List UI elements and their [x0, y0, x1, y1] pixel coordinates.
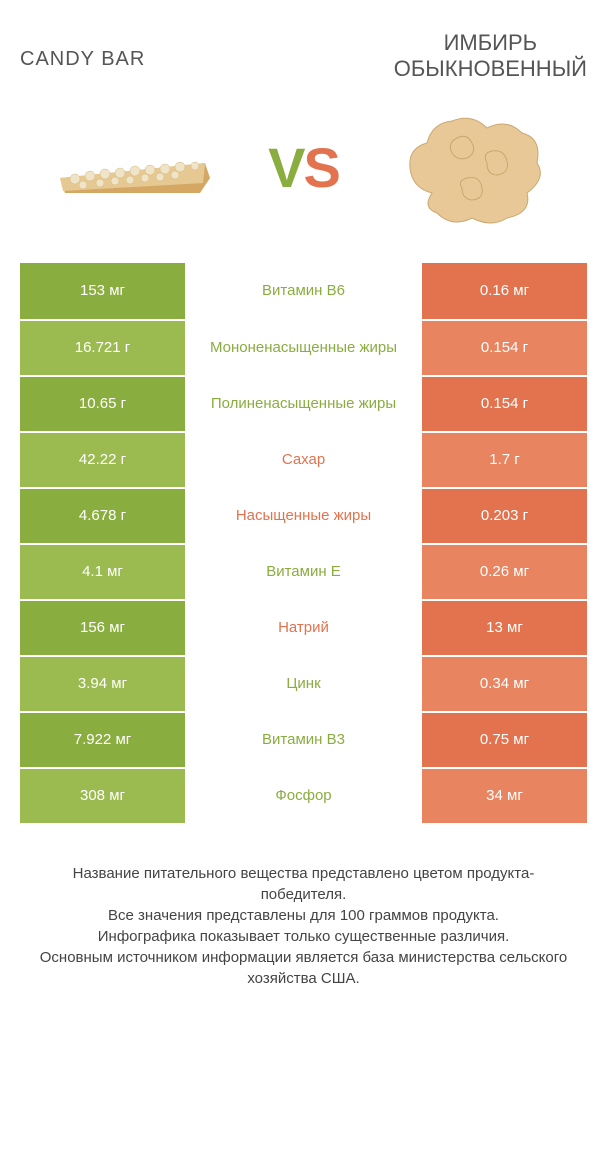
candy-bar-image — [50, 103, 220, 233]
left-product-title: CANDY BAR — [20, 30, 145, 71]
table-row: 156 мгНатрий13 мг — [20, 599, 587, 655]
nutrient-name-cell: Витамин B3 — [185, 713, 422, 767]
right-value-cell: 13 мг — [422, 601, 587, 655]
vs-s-letter: S — [304, 136, 339, 199]
footer-line2: Все значения представлены для 100 граммо… — [30, 905, 577, 926]
nutrient-name-cell: Сахар — [185, 433, 422, 487]
right-value-cell: 0.34 мг — [422, 657, 587, 711]
nutrient-name-cell: Цинк — [185, 657, 422, 711]
nutrient-name-cell: Насыщенные жиры — [185, 489, 422, 543]
left-value-cell: 4.1 мг — [20, 545, 185, 599]
right-value-cell: 0.154 г — [422, 377, 587, 431]
table-row: 3.94 мгЦинк0.34 мг — [20, 655, 587, 711]
ginger-image — [387, 103, 557, 233]
right-title-line1: ИМБИРЬ — [394, 30, 587, 56]
table-row: 7.922 мгВитамин B30.75 мг — [20, 711, 587, 767]
right-title-line2: ОБЫКНОВЕННЫЙ — [394, 56, 587, 82]
table-row: 153 мгВитамин B60.16 мг — [20, 263, 587, 319]
table-row: 308 мгФосфор34 мг — [20, 767, 587, 823]
right-value-cell: 0.203 г — [422, 489, 587, 543]
left-value-cell: 3.94 мг — [20, 657, 185, 711]
left-value-cell: 308 мг — [20, 769, 185, 823]
right-value-cell: 34 мг — [422, 769, 587, 823]
nutrient-name-cell: Витамин E — [185, 545, 422, 599]
table-row: 16.721 гМононенасыщенные жиры0.154 г — [20, 319, 587, 375]
vs-label: VS — [268, 135, 339, 200]
nutrient-name-cell: Мононенасыщенные жиры — [185, 321, 422, 375]
left-value-cell: 156 мг — [20, 601, 185, 655]
nutrient-name-cell: Витамин B6 — [185, 263, 422, 319]
right-value-cell: 0.154 г — [422, 321, 587, 375]
footer-line4: Основным источником информации является … — [30, 947, 577, 989]
footer-line1: Название питательного вещества представл… — [30, 863, 577, 905]
infographic-container: CANDY BAR ИМБИРЬ ОБЫКНОВЕННЫЙ VS — [0, 0, 607, 1174]
header-row: CANDY BAR ИМБИРЬ ОБЫКНОВЕННЫЙ — [20, 30, 587, 83]
nutrient-name-cell: Натрий — [185, 601, 422, 655]
table-row: 42.22 гСахар1.7 г — [20, 431, 587, 487]
footer-line3: Инфографика показывает только существенн… — [30, 926, 577, 947]
left-value-cell: 7.922 мг — [20, 713, 185, 767]
right-value-cell: 0.26 мг — [422, 545, 587, 599]
left-value-cell: 153 мг — [20, 263, 185, 319]
table-row: 4.1 мгВитамин E0.26 мг — [20, 543, 587, 599]
images-row: VS — [20, 103, 587, 233]
left-value-cell: 4.678 г — [20, 489, 185, 543]
right-value-cell: 0.75 мг — [422, 713, 587, 767]
footer-notes: Название питательного вещества представл… — [20, 863, 587, 989]
right-value-cell: 0.16 мг — [422, 263, 587, 319]
left-value-cell: 10.65 г — [20, 377, 185, 431]
candy-bar-icon — [55, 133, 215, 203]
nutrient-name-cell: Фосфор — [185, 769, 422, 823]
ginger-icon — [392, 103, 552, 233]
right-value-cell: 1.7 г — [422, 433, 587, 487]
left-value-cell: 16.721 г — [20, 321, 185, 375]
comparison-table: 153 мгВитамин B60.16 мг16.721 гМононенас… — [20, 263, 587, 823]
right-product-title: ИМБИРЬ ОБЫКНОВЕННЫЙ — [394, 30, 587, 83]
table-row: 4.678 гНасыщенные жиры0.203 г — [20, 487, 587, 543]
vs-v-letter: V — [268, 136, 303, 199]
nutrient-name-cell: Полиненасыщенные жиры — [185, 377, 422, 431]
left-value-cell: 42.22 г — [20, 433, 185, 487]
table-row: 10.65 гПолиненасыщенные жиры0.154 г — [20, 375, 587, 431]
